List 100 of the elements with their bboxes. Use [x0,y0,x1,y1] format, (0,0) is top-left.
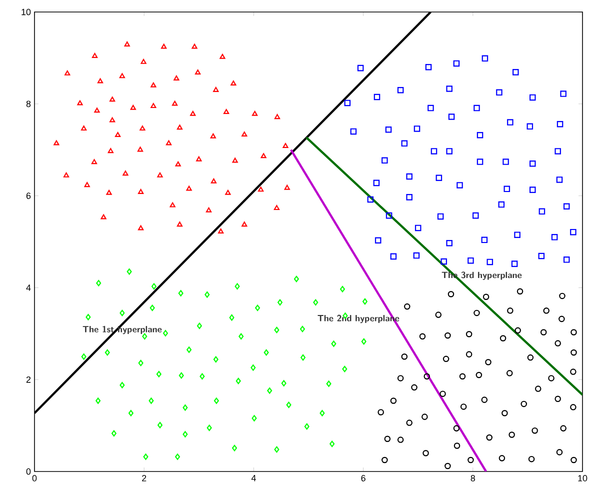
point [538,208,546,215]
point [414,224,422,232]
point [540,329,547,336]
point [448,114,455,120]
point [385,126,392,133]
point [413,252,420,259]
point [224,109,230,114]
point [331,340,336,347]
point [300,326,305,332]
point [446,86,452,92]
point [446,240,452,246]
point [234,283,240,290]
point [362,298,368,305]
point [406,420,412,426]
point [556,176,563,183]
point [448,290,454,298]
point [150,82,156,88]
point [264,349,269,356]
point [138,188,144,194]
point [556,449,563,456]
point [161,44,167,49]
point [200,373,205,380]
point [214,398,219,404]
point [468,456,474,464]
y-tick-label: 10 [22,8,31,16]
point [140,126,146,131]
point [551,234,558,240]
point [570,368,576,375]
point [340,286,345,292]
point [560,425,566,432]
point [304,423,310,430]
point [130,104,136,110]
point [170,202,176,208]
point [397,436,404,443]
x-tick-label: 4 [251,475,256,482]
point [502,158,509,165]
point [559,292,566,300]
point [526,123,534,130]
point [466,351,472,358]
point [476,372,482,378]
point [196,322,202,329]
point [500,335,506,342]
point [401,353,408,360]
point [486,258,494,266]
point [506,370,513,376]
point [294,276,299,282]
point [63,172,70,178]
point [143,454,148,460]
y-tick-label: 6 [26,192,31,199]
point [570,456,577,464]
point [81,353,86,360]
point [236,378,241,384]
x-tick-label: 0 [32,475,37,482]
point [530,160,536,167]
point [218,228,224,234]
point [428,104,434,112]
point [474,104,480,112]
point [110,96,116,102]
point [274,326,280,334]
point [406,173,412,180]
point [507,308,514,314]
point [504,186,510,192]
point [502,410,508,416]
point [320,410,325,416]
point [196,156,202,162]
point [538,252,545,260]
point [192,44,198,49]
point [54,140,60,146]
point [527,354,534,361]
point [124,41,130,46]
point [230,80,236,86]
point [425,64,432,70]
point [556,120,564,128]
point [382,456,388,464]
point [96,398,101,404]
point [454,442,460,449]
point [229,314,234,321]
point [436,174,442,182]
point [554,396,561,402]
point [528,456,535,462]
point [274,114,280,120]
point [286,402,292,408]
point [382,157,388,164]
point [570,329,577,336]
point [482,55,488,62]
point [300,354,306,361]
point [250,364,256,371]
point [186,346,192,353]
y-tick-label: 8 [26,100,31,108]
point [111,430,116,436]
point [119,73,125,78]
point [137,146,144,152]
point [430,148,438,154]
point [507,119,514,126]
point [282,143,288,148]
point [252,110,258,116]
point [210,178,216,184]
point [563,203,570,210]
point [373,180,380,186]
point [225,190,231,195]
